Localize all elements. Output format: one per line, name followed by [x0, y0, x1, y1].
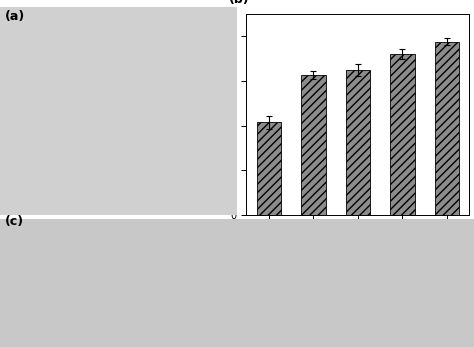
Bar [435, 42, 459, 215]
Text: (c): (c) [5, 215, 24, 228]
Text: (b): (b) [228, 0, 249, 6]
Bar [301, 75, 326, 215]
Bar [390, 54, 415, 215]
Text: (a): (a) [5, 10, 25, 23]
Y-axis label: Adhesive strength (kPa): Adhesive strength (kPa) [215, 52, 225, 177]
Bar [256, 122, 281, 215]
Bar [346, 70, 370, 215]
